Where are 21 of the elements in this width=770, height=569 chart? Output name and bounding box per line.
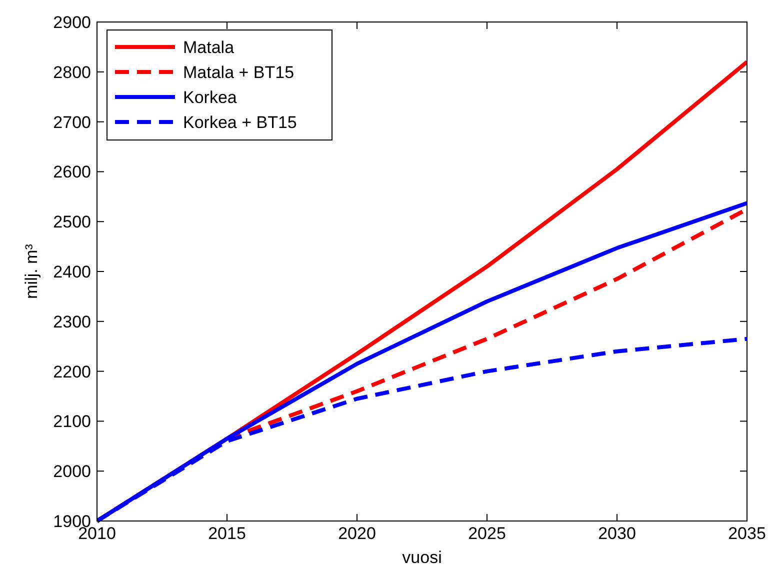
y-tick-label: 2300	[53, 312, 91, 332]
legend-label: Matala	[183, 38, 235, 57]
legend-label: Korkea	[183, 88, 238, 107]
y-tick-label: 2600	[53, 162, 91, 182]
y-tick-label: 2400	[53, 262, 91, 282]
y-tick-label: 2100	[53, 412, 91, 432]
legend-label: Matala + BT15	[183, 62, 294, 82]
x-tick-label: 2035	[728, 524, 766, 543]
y-tick-label: 2900	[53, 12, 91, 32]
x-tick-label: 2025	[468, 524, 506, 543]
x-tick-label: 2030	[598, 524, 636, 543]
x-axis-title: vuosi	[402, 548, 442, 567]
legend-label: Korkea + BT15	[183, 112, 297, 132]
y-tick-label: 2800	[53, 62, 91, 82]
y-tick-label: 2200	[53, 362, 91, 382]
y-tick-label: 2000	[53, 462, 91, 482]
y-axis-title: milj. m³	[22, 244, 41, 299]
y-tick-label: 2700	[53, 112, 91, 132]
x-tick-label: 2020	[338, 524, 376, 543]
y-tick-label: 2500	[53, 212, 91, 232]
x-tick-label: 2015	[208, 524, 246, 543]
